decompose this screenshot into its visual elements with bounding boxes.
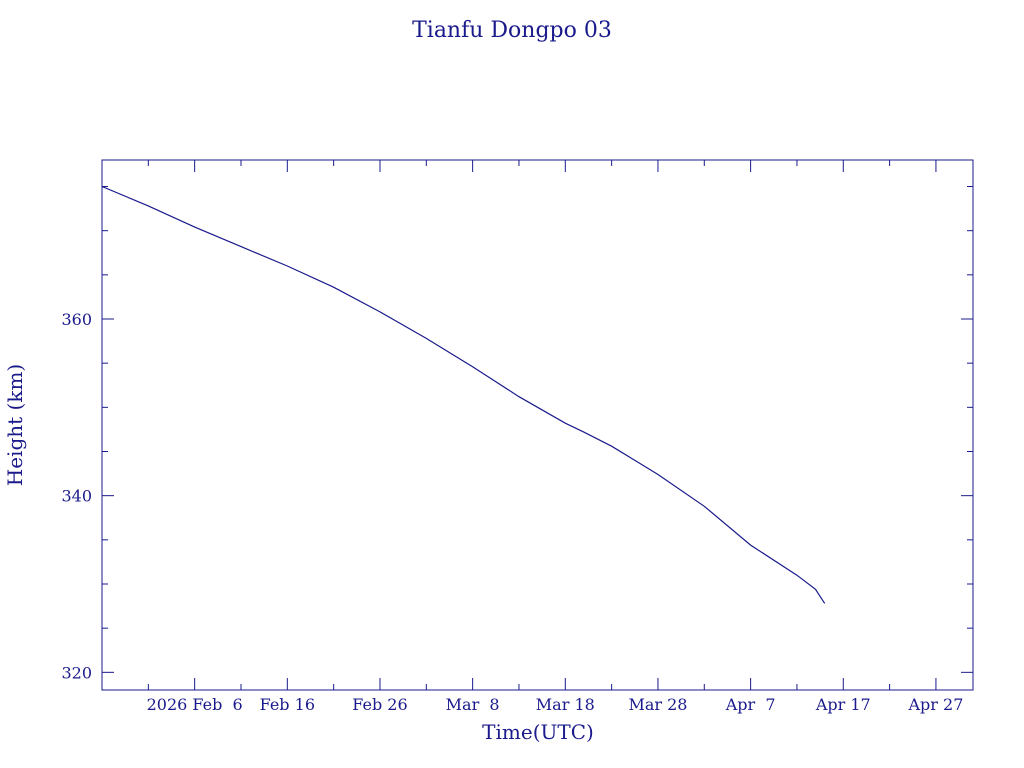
x-tick-label: Feb 26 — [352, 695, 407, 714]
series-layer — [101, 185, 826, 604]
x-tick-label: Apr 7 — [725, 695, 776, 714]
x-tick-label: Mar 18 — [536, 695, 595, 714]
y-tick-label: 340 — [61, 487, 92, 506]
x-tick-label: 2026 Feb 6 — [147, 695, 243, 714]
x-tick-label: Feb 16 — [260, 695, 315, 714]
chart-title: Tianfu Dongpo 03 — [412, 18, 612, 43]
x-tick-labels: 2026 Feb 6 Feb 16 Feb 26 Mar 8 Mar 18 Mar 28 A… — [147, 695, 964, 714]
x-axis-label: Time(UTC) — [482, 720, 594, 744]
y-tick-labels: 320 340 360 — [61, 310, 92, 682]
x-tick-label: Apr 17 — [815, 695, 871, 714]
plot-frame — [101, 159, 974, 691]
height-series-line — [101, 185, 826, 604]
x-tick-label: Apr 27 — [907, 695, 963, 714]
y-axis-label: Height (km) — [3, 364, 27, 486]
x-tick-label: Mar 8 — [446, 695, 500, 714]
y-tick-label: 320 — [61, 663, 92, 682]
axis-ticks — [102, 160, 973, 690]
y-tick-label: 360 — [61, 310, 92, 329]
x-tick-label: Mar 28 — [628, 695, 687, 714]
